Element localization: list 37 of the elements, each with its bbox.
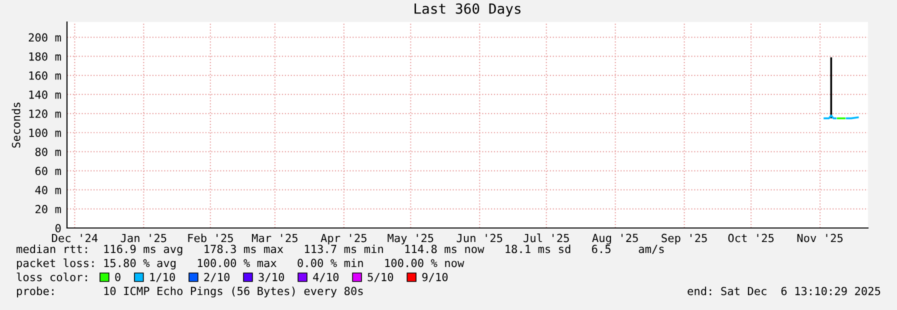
x-tick-label: Sep '25 (662, 234, 707, 244)
x-tick-label: Nov '25 (797, 234, 843, 242)
y-tick-label: 60 m (35, 166, 61, 176)
y-tick-label: 20 m (36, 204, 61, 214)
y-tick-label: 0 (55, 224, 61, 232)
y-tick-label: 200 m (28, 33, 61, 42)
y-tick-label: 40 m (35, 186, 61, 194)
x-tick-label: Dec '24 (52, 234, 98, 242)
legend-label: 9/10 (422, 272, 448, 282)
legend-label: 5/10 (368, 272, 394, 282)
legend-label: 3/10 (258, 272, 284, 282)
x-tick-label: Feb '25 (188, 234, 233, 242)
legend-label: 1/10 (150, 272, 175, 282)
legend-label: 0 (115, 272, 120, 282)
x-tick-label: May '25 (388, 234, 434, 244)
text: median rtt: 116.9 ms avg 178.3 ms max 113.7 ms min 114.8 ms now 18.1 ms sd 6.5 am/s (16, 244, 664, 256)
x-tick-label: Aug '25 (592, 234, 638, 244)
y-axis-title: Seconds (12, 102, 20, 148)
x-tick-label: Jun '25 (456, 234, 502, 242)
y-tick-label: 140 m (29, 90, 61, 99)
y-tick-label: 180 m (29, 52, 61, 61)
text: probe: 10 ICMP Echo Pings (56 Bytes) every 80s (17, 286, 363, 298)
legend-label: 2/10 (204, 272, 230, 282)
y-tick-label: 160 m (29, 71, 61, 80)
x-tick-label: Oct '25 (728, 234, 774, 242)
chart-title: Last 360 Days (414, 3, 520, 17)
y-tick-label: 100 m (29, 128, 61, 138)
x-tick-label: Jan '25 (120, 234, 166, 242)
text: packet loss: 15.80 % avg 100.00 % max 0.00 % min 100.00 % now (17, 258, 464, 270)
y-tick-label: 80 m (35, 148, 61, 156)
legend-label: 4/10 (313, 272, 339, 282)
x-tick-label: Jul '25 (524, 234, 569, 242)
text: end: Sat Dec 6 13:10:29 2025 (688, 286, 880, 296)
x-tick-label: Mar '25 (252, 234, 298, 242)
y-tick-label: 120 m (29, 110, 61, 118)
x-tick-label: Apr '25 (320, 234, 366, 244)
legend-title: loss color: (16, 272, 87, 282)
